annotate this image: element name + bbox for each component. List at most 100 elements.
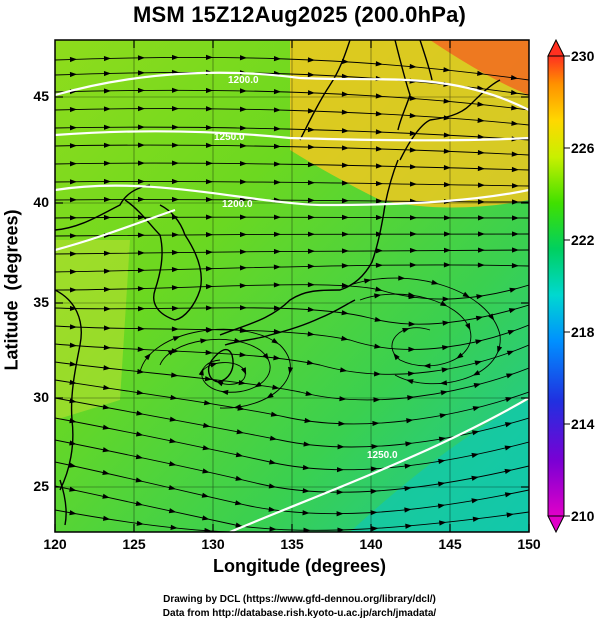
flow-arrow [273,56,281,62]
flow-arrow [375,129,383,135]
flow-arrow [69,71,77,78]
flow-arrow [444,231,451,237]
flow-arrow [102,469,110,475]
y-tick-label: 30 [33,389,49,405]
flow-arrow [509,287,517,293]
flow-arrow [69,215,77,221]
flow-arrow [375,262,383,268]
flow-arrow [103,268,111,274]
flow-arrow [375,286,383,292]
flow-arrow [69,305,77,312]
flow-arrow [431,279,439,285]
flow-arrow [169,416,177,422]
flow-arrow [209,362,218,368]
flow-arrow [443,182,451,188]
flow-arrow [409,147,417,153]
flow-arrow [239,214,247,220]
flow-arrow [443,132,451,138]
flow-arrow [477,215,485,221]
flow-arrow [341,145,349,151]
flow-arrow [172,87,179,93]
flow-arrow [471,452,479,458]
flow-arrow [272,384,280,390]
flow-arrow [233,404,242,410]
flow-arrow [137,346,145,352]
flow-arrow [171,178,179,185]
colorbar-bar [547,55,565,517]
flow-arrow [443,262,451,268]
flow-arrow [304,417,312,424]
flow-arrow [205,106,213,112]
flow-arrow [409,130,417,136]
flow-arrow [137,326,145,332]
flow-arrow [69,510,77,516]
coastlines [55,40,501,526]
flow-arrow [307,331,315,337]
flow-arrow [135,454,144,460]
flow-arrow [374,293,382,299]
flow-arrow [169,461,177,467]
flow-arrow [205,249,213,255]
x-tick-label: 135 [280,536,304,552]
flow-arrow [168,508,177,514]
flow-arrow [477,85,485,91]
flow-arrow [409,113,417,119]
contour-label: 1250.0 [367,450,398,461]
flow-arrow [477,165,485,172]
flow-arrow [69,324,77,330]
flow-arrow [103,325,111,331]
flow-arrow [172,336,181,342]
flow-arrow [443,98,451,104]
flow-arrow [341,73,349,79]
flow-arrow [273,231,281,237]
flow-arrow [171,372,179,378]
colorbar-label: 222 [571,232,595,248]
flow-arrow [203,400,212,406]
flow-arrow [137,160,145,166]
flow-arrow [273,179,281,185]
flow-arrow [205,305,213,311]
y-axis-label: Latitude (degrees) [1,209,22,371]
flow-arrow [202,468,210,474]
flow-arrow [439,413,447,419]
flow-arrow [102,515,111,521]
flow-arrow [198,368,204,376]
flow-arrow [69,197,77,203]
flow-arrow [239,283,247,289]
flow-arrow [439,380,448,386]
flow-arrow [375,93,383,99]
flow-arrow [239,179,247,185]
flow-arrow [241,367,247,375]
flow-arrow [135,477,143,483]
flow-arrow [339,396,347,402]
flow-arrow [273,126,281,132]
flow-arrow [443,165,451,171]
flow-arrow [200,338,208,344]
flow-arrow [372,420,380,427]
flow-arrow [171,249,179,256]
flow-arrow [205,349,213,356]
flow-arrow [477,101,485,107]
flow-arrow [441,345,450,351]
flow-arrow [270,411,279,417]
flow-arrow [373,371,382,377]
flow-arrow [370,510,378,516]
x-tick-label: 150 [517,536,541,552]
flow-arrow [239,197,247,203]
flow-arrow [307,162,315,168]
flow-arrow [102,404,111,410]
flow-arrow [475,339,483,345]
flow-arrow [497,345,503,354]
flow-arrow [273,248,281,255]
flow-arrow [409,247,417,254]
flow-arrow [205,87,213,94]
flow-arrow [138,196,145,202]
flow-arrow [341,91,349,97]
flow-arrow [456,352,464,359]
flow-arrow [511,263,519,269]
flow-arrow [135,431,144,437]
flow-arrow [137,368,145,375]
flow-arrow [504,422,513,428]
flow-arrow [477,134,485,140]
flow-arrow [306,359,315,366]
